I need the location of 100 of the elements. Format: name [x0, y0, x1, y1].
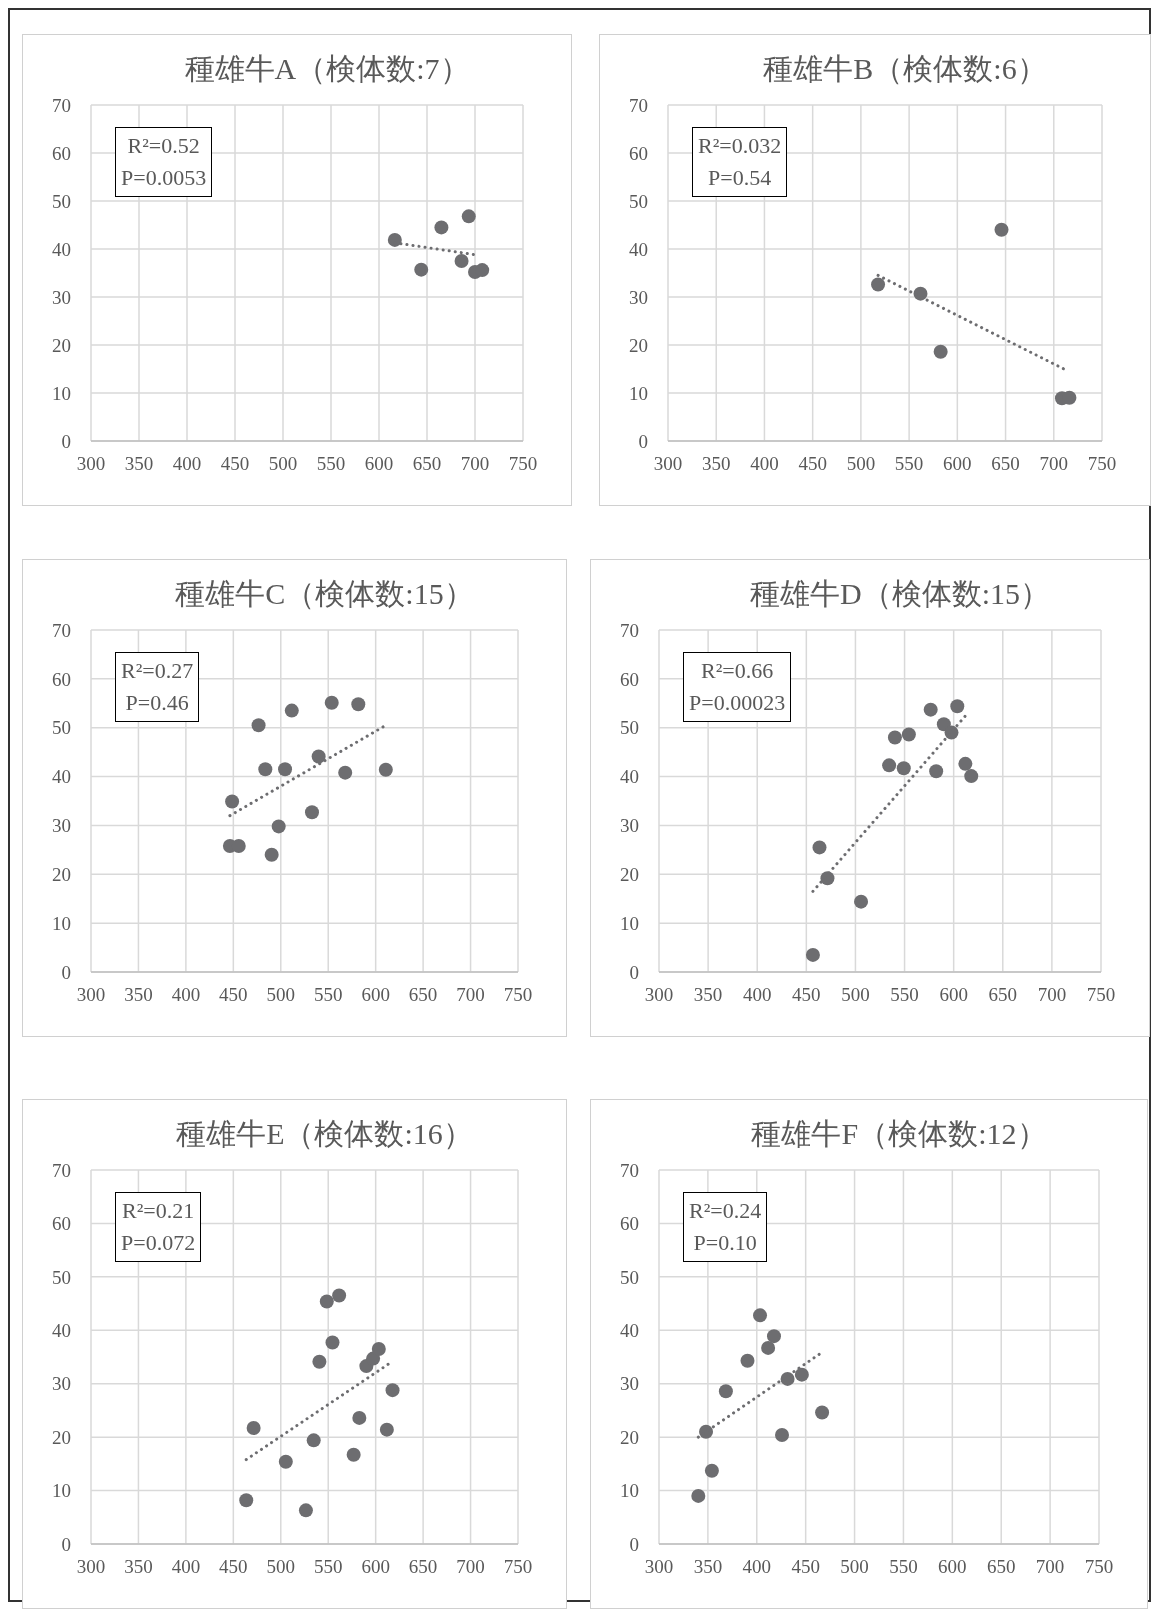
point: [854, 894, 869, 909]
y-tick-label: 40: [620, 766, 639, 788]
y-tick-label: 20: [52, 1426, 71, 1448]
y-tick-label: 50: [629, 190, 648, 212]
x-tick-label: 650: [412, 453, 442, 475]
x-tick-label: 650: [986, 1556, 1016, 1578]
y-tick-label: 70: [620, 1159, 639, 1181]
x-tick-label: 600: [938, 1556, 967, 1578]
y-tick-label: 30: [52, 1373, 71, 1395]
annotation: R²=0.032: [698, 132, 782, 160]
point: [278, 762, 293, 777]
y-tick-label: 0: [61, 1533, 71, 1555]
y-tick-label: 60: [52, 142, 71, 164]
y-tick-label: 30: [629, 286, 648, 308]
x-tick-label: 300: [76, 984, 106, 1006]
x-tick-label: 550: [316, 453, 346, 475]
point: [718, 1384, 733, 1399]
point: [936, 717, 951, 732]
point: [271, 819, 286, 834]
y-tick-label: 10: [620, 912, 639, 934]
annotation: R²=0.66: [700, 657, 775, 685]
point: [699, 1424, 714, 1439]
x-tick-label: 350: [124, 453, 154, 475]
x-tick-label: 300: [76, 453, 106, 475]
y-tick-label: 60: [620, 1213, 639, 1235]
y-tick-label: 40: [52, 1320, 71, 1342]
point: [319, 1294, 334, 1309]
x-tick-label: 400: [750, 453, 779, 475]
point: [387, 232, 402, 247]
y-tick-label: 50: [52, 1266, 71, 1288]
point: [901, 727, 916, 742]
y-tick-label: 70: [52, 1159, 71, 1181]
point: [385, 1383, 400, 1398]
x-tick-label: 650: [408, 1556, 438, 1578]
y-tick-label: 70: [52, 619, 71, 641]
point: [929, 764, 944, 779]
point: [923, 702, 938, 717]
x-tick-label: 300: [76, 1556, 106, 1578]
point: [461, 209, 476, 224]
x-tick-label: 450: [220, 453, 250, 475]
x-tick-label: 500: [841, 984, 870, 1006]
x-tick-label: 450: [798, 453, 827, 475]
point: [950, 699, 965, 714]
point: [740, 1353, 755, 1368]
x-tick-label: 750: [1087, 453, 1117, 475]
x-tick-label: 650: [991, 453, 1020, 475]
x-tick-label: 600: [364, 453, 394, 475]
point: [305, 805, 319, 820]
point: [284, 703, 299, 718]
y-tick-label: 20: [52, 864, 71, 886]
x-tick-label: 450: [791, 1556, 820, 1578]
x-tick-label: 700: [456, 984, 485, 1006]
x-tick-label: 350: [693, 1556, 723, 1578]
x-tick-label: 650: [988, 984, 1018, 1006]
x-tick-label: 600: [361, 984, 390, 1006]
annotation: R²=0.52: [126, 132, 201, 160]
y-tick-label: 70: [620, 619, 639, 641]
point: [964, 769, 979, 784]
y-tick-label: 30: [52, 286, 71, 308]
x-tick-label: 500: [846, 453, 876, 475]
y-tick-label: 10: [620, 1480, 639, 1502]
x-tick-label: 350: [124, 984, 153, 1006]
point: [414, 262, 429, 277]
x-tick-label: 750: [503, 1556, 533, 1578]
annotation: P=0.54: [707, 164, 773, 192]
y-tick-label: 10: [52, 1480, 71, 1502]
y-tick-label: 20: [52, 334, 71, 356]
x-tick-label: 750: [503, 984, 533, 1006]
y-tick-label: 0: [61, 430, 71, 452]
y-tick-label: 0: [629, 961, 639, 983]
y-tick-label: 50: [52, 717, 71, 739]
annotation: P=0.0053: [121, 164, 207, 192]
y-tick-label: 40: [52, 238, 71, 260]
point: [251, 718, 266, 733]
x-tick-label: 450: [219, 984, 248, 1006]
y-tick-label: 20: [629, 334, 648, 356]
point: [298, 1503, 313, 1518]
point: [805, 947, 820, 962]
point: [225, 794, 240, 809]
annotation: P=0.46: [124, 689, 190, 717]
point: [258, 762, 273, 777]
x-tick-label: 700: [1037, 984, 1067, 1006]
y-tick-label: 70: [629, 94, 648, 116]
x-tick-label: 300: [644, 1556, 674, 1578]
point: [958, 756, 973, 771]
point: [324, 695, 339, 710]
point: [933, 344, 948, 359]
point: [753, 1308, 767, 1323]
x-tick-label: 550: [313, 984, 343, 1006]
point: [246, 1421, 261, 1436]
point: [994, 222, 1009, 237]
point: [306, 1433, 321, 1448]
point: [264, 847, 279, 862]
chart-title: 種雄牛A（検体数:7）: [183, 51, 471, 87]
point: [312, 1354, 327, 1369]
point: [278, 1454, 293, 1469]
x-tick-label: 700: [456, 1556, 485, 1578]
x-tick-label: 400: [171, 1556, 201, 1578]
point: [812, 840, 827, 855]
annotation: R²=0.24: [689, 1197, 762, 1225]
